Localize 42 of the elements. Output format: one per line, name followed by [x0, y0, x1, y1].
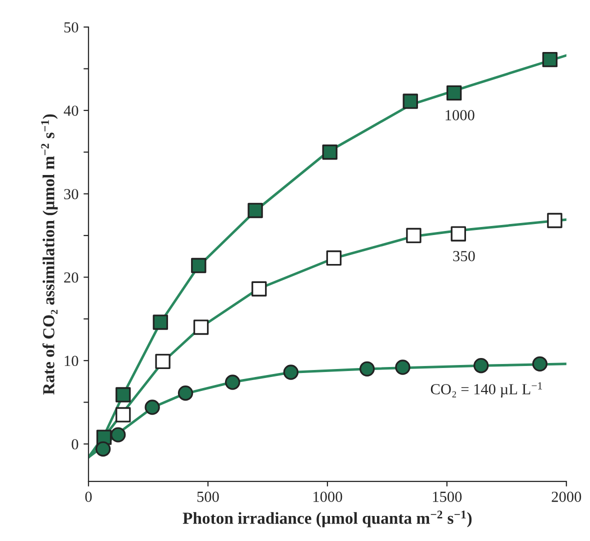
- point: [178, 386, 194, 401]
- point: [326, 250, 342, 266]
- point: [360, 361, 375, 377]
- point: [95, 441, 111, 457]
- annotation: 1000: [446, 110, 474, 120]
- point: [532, 356, 548, 372]
- annotation: CO₂ = 140 µL L$^{−1}$: [430, 382, 542, 398]
- y-tick-label: 0: [72, 439, 78, 450]
- point: [283, 364, 298, 380]
- point: [116, 387, 131, 402]
- point: [402, 94, 418, 109]
- point: [252, 281, 267, 296]
- point: [193, 320, 209, 335]
- point: [191, 258, 206, 274]
- point: [110, 427, 126, 442]
- x-axis-title: Photon irradiance (µmol quanta m$^{−2}$ s$^{−1}$): [182, 510, 472, 528]
- x-tick-label: 0: [85, 492, 92, 502]
- point: [450, 226, 466, 242]
- x-tick-label: 2000: [552, 492, 582, 502]
- y-tick-label: 40: [64, 106, 78, 116]
- annotation: 350: [453, 250, 475, 262]
- point: [473, 358, 489, 374]
- point: [144, 400, 160, 415]
- point: [152, 314, 168, 330]
- point: [542, 52, 558, 68]
- point: [406, 228, 422, 244]
- point: [395, 360, 410, 375]
- y-axis-title: Rate of CO₂ assimilation (µmol m$^{−2}$ s$^{−1}$): [41, 114, 58, 395]
- point: [248, 202, 263, 218]
- point: [155, 354, 170, 370]
- y-tick-label: 20: [64, 272, 78, 283]
- x-tick-label: 1000: [314, 492, 342, 502]
- point: [547, 212, 562, 228]
- y-tick-label: 30: [64, 188, 78, 200]
- point: [446, 85, 462, 101]
- y-tick-label: 10: [64, 356, 78, 366]
- point: [116, 407, 131, 422]
- y-tick-label: 50: [64, 22, 78, 32]
- x-tick-label: 500: [197, 492, 219, 502]
- point: [224, 374, 240, 390]
- point: [322, 144, 338, 160]
- x-tick-label: 1500: [432, 492, 462, 502]
